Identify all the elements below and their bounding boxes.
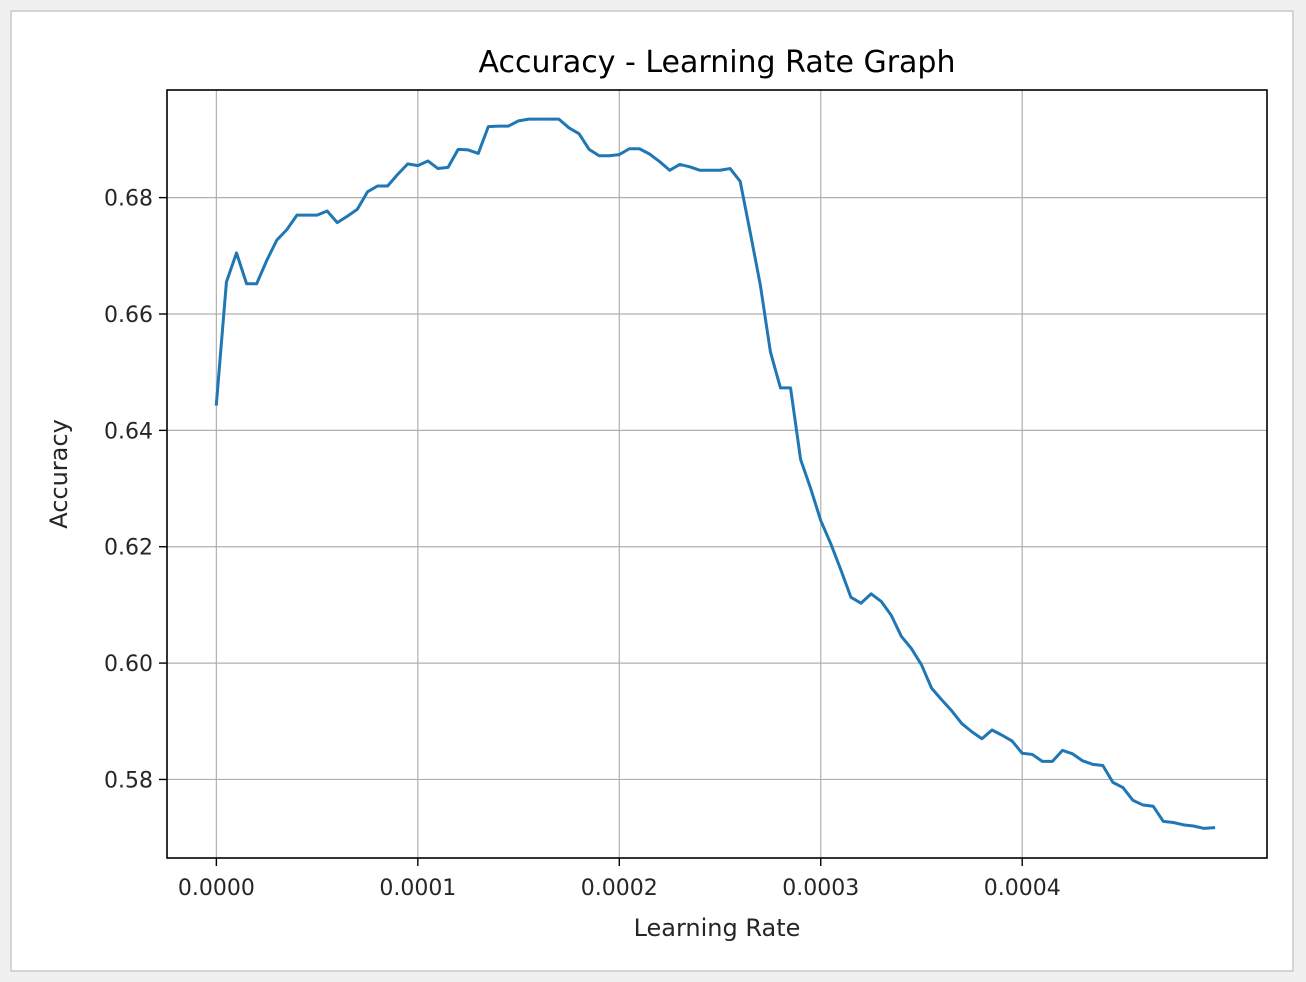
y-tick-label: 0.64 [104,419,153,444]
line-layer [214,117,1216,830]
chart-title: Accuracy - Learning Rate Graph [479,45,956,80]
x-tick-label: 0.0000 [178,876,255,901]
plot-area-border [166,89,1268,859]
grid-layer [167,90,1267,858]
y-axis-ticks: 0.58 0.60 0.62 0.64 0.66 0.68 [104,187,167,793]
x-tick-label: 0.0002 [581,876,658,901]
y-tick-label: 0.60 [104,652,153,677]
x-tick-label: 0.0004 [984,876,1061,901]
x-tick-label: 0.0001 [379,876,456,901]
y-tick-label: 0.66 [104,303,153,328]
y-tick-label: 0.58 [104,768,153,793]
figure-frame: 0.0000 0.0001 0.0002 0.0003 0.0004 0.58 0.60 0… [10,10,1294,972]
x-axis-ticks: 0.0000 0.0001 0.0002 0.0003 0.0004 [178,858,1061,901]
x-tick-label: 0.0003 [782,876,859,901]
x-axis-title: Learning Rate [634,914,801,942]
y-axis-title: Accuracy [45,419,73,529]
y-tick-label: 0.62 [104,536,153,561]
accuracy-series-line [214,117,1216,830]
y-tick-label: 0.68 [104,187,153,212]
accuracy-line-chart: 0.0000 0.0001 0.0002 0.0003 0.0004 0.580.600… [45,45,1268,942]
